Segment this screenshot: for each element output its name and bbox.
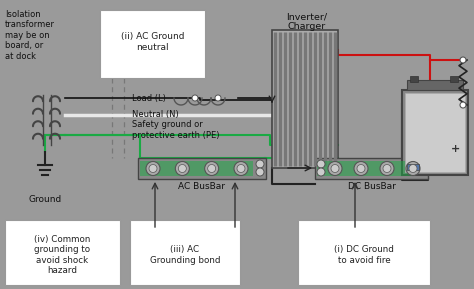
Circle shape — [354, 162, 368, 175]
Bar — [5, 220, 120, 285]
Bar — [138, 158, 266, 179]
Text: (ii) AC Ground
neutral: (ii) AC Ground neutral — [121, 32, 184, 52]
Circle shape — [460, 57, 466, 63]
Bar — [407, 164, 419, 170]
Bar — [407, 80, 463, 90]
Circle shape — [383, 164, 391, 173]
Circle shape — [149, 164, 157, 173]
Text: Inverter/
Charger: Inverter/ Charger — [286, 12, 328, 32]
Text: (iv) Common
grounding to
avoid shock
hazard: (iv) Common grounding to avoid shock haz… — [34, 235, 90, 275]
Bar — [140, 161, 253, 176]
Bar — [315, 158, 428, 179]
Circle shape — [380, 162, 394, 175]
Text: (i) DC Ground
to avoid fire: (i) DC Ground to avoid fire — [334, 245, 394, 265]
Text: Ground: Ground — [28, 195, 62, 204]
Circle shape — [234, 162, 248, 175]
Text: Neutral (N): Neutral (N) — [132, 110, 179, 119]
Bar — [450, 76, 458, 82]
Text: DC BusBar: DC BusBar — [347, 182, 395, 191]
Circle shape — [192, 95, 198, 101]
Text: +: + — [451, 144, 461, 155]
Circle shape — [208, 164, 216, 173]
Circle shape — [146, 162, 160, 175]
Circle shape — [237, 164, 245, 173]
Bar — [405, 93, 465, 172]
Circle shape — [406, 162, 420, 175]
Text: Load (L): Load (L) — [132, 94, 166, 103]
Bar — [130, 220, 240, 285]
Circle shape — [460, 102, 466, 108]
Circle shape — [175, 162, 189, 175]
Circle shape — [215, 95, 221, 101]
Circle shape — [256, 168, 264, 176]
Circle shape — [331, 164, 339, 173]
Circle shape — [357, 164, 365, 173]
Bar — [402, 90, 468, 175]
Text: Isolation
transformer
may be on
board, or
at dock: Isolation transformer may be on board, o… — [5, 10, 55, 61]
Text: (iii) AC
Grounding bond: (iii) AC Grounding bond — [150, 245, 220, 265]
Bar — [298, 220, 430, 285]
Circle shape — [256, 160, 264, 168]
Circle shape — [178, 164, 186, 173]
Circle shape — [409, 164, 417, 173]
Bar — [317, 161, 415, 176]
Circle shape — [317, 160, 325, 168]
Bar — [272, 30, 338, 168]
Bar — [100, 10, 205, 78]
Circle shape — [205, 162, 219, 175]
Text: AC BusBar: AC BusBar — [179, 182, 226, 191]
Text: Safety ground or
protective earth (PE): Safety ground or protective earth (PE) — [132, 120, 219, 140]
Circle shape — [317, 168, 325, 176]
Bar — [410, 76, 418, 82]
Circle shape — [328, 162, 342, 175]
